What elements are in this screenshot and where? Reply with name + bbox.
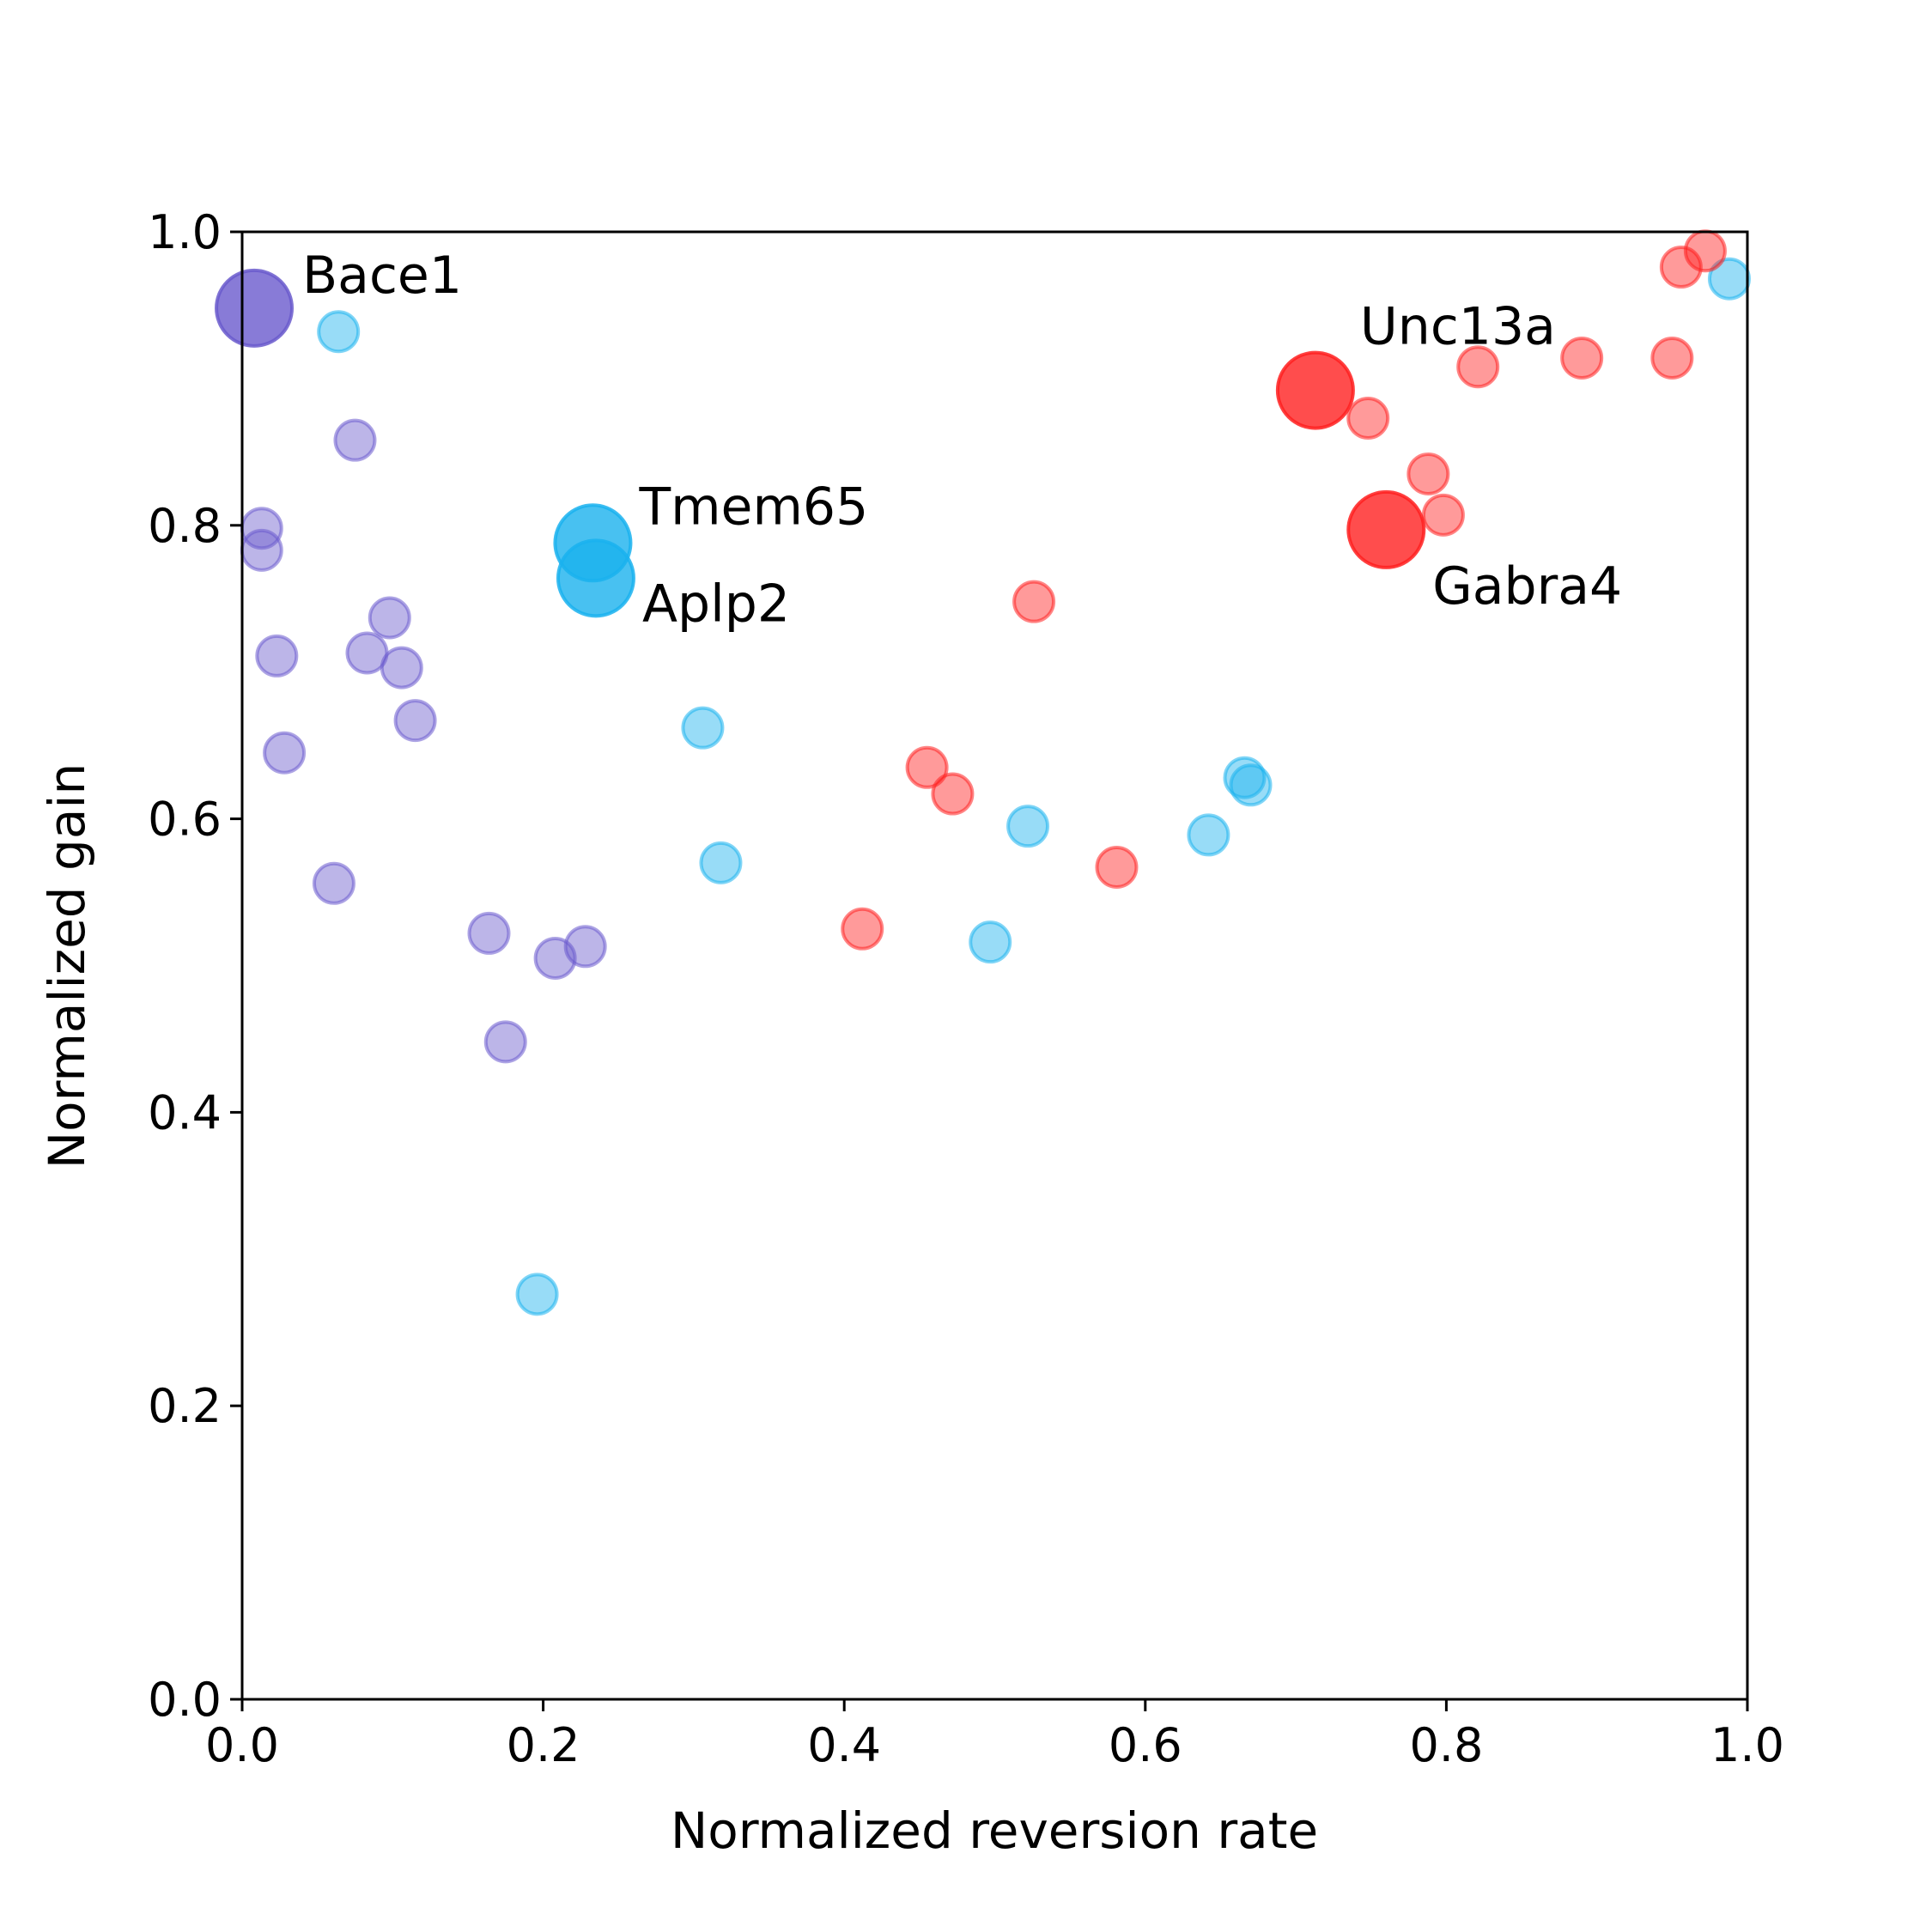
y-tick-label: 0.6 — [148, 793, 222, 847]
x-tick-label: 0.4 — [807, 1718, 881, 1772]
highlighted-point — [215, 268, 295, 348]
annotation-label: Gabra4 — [1432, 556, 1622, 617]
scatter-point — [681, 706, 725, 750]
scatter-point — [931, 772, 975, 816]
scatter-point — [905, 745, 949, 789]
scatter-point — [1223, 756, 1267, 799]
scatter-point — [393, 699, 437, 743]
scatter-point — [333, 418, 377, 462]
scatter-point — [467, 911, 511, 955]
y-tick-label: 0.4 — [148, 1085, 222, 1139]
scatter-point — [563, 925, 607, 969]
scatter-point — [1095, 845, 1139, 889]
scatter-point — [1346, 397, 1390, 440]
scatter-point — [1456, 345, 1500, 389]
highlighted-point — [556, 538, 635, 618]
y-tick-label: 0.2 — [148, 1379, 222, 1433]
x-tick-label: 0.6 — [1109, 1718, 1182, 1772]
scatter-point — [515, 1273, 559, 1316]
scatter-point — [1659, 246, 1703, 289]
scatter-point — [1187, 813, 1230, 857]
x-tick-label: 1.0 — [1710, 1718, 1784, 1772]
x-tick-label: 0.8 — [1409, 1718, 1483, 1772]
scatter-point — [1006, 805, 1050, 848]
x-axis-label: Normalized reversion rate — [671, 1801, 1318, 1860]
scatter-point — [380, 646, 423, 690]
scatter-point — [240, 528, 283, 572]
y-axis-label: Normalized gain — [38, 763, 96, 1170]
scatter-point — [255, 634, 299, 677]
scatter-point — [699, 841, 743, 884]
scatter-point — [1560, 336, 1604, 380]
scatter-point — [483, 1020, 527, 1064]
x-tick-label: 0.2 — [507, 1718, 580, 1772]
annotation-label: Tmem65 — [638, 477, 868, 537]
plot-marks — [215, 229, 1751, 1316]
x-tick-label: 0.0 — [205, 1718, 279, 1772]
y-tick-label: 0.8 — [148, 499, 222, 553]
scatter-point — [969, 920, 1012, 964]
highlighted-point — [1346, 489, 1426, 569]
highlighted-point — [1275, 350, 1355, 430]
scatter-point — [1683, 229, 1727, 273]
y-tick-label: 1.0 — [148, 205, 222, 259]
scatter-point — [263, 731, 307, 775]
annotation-label: Unc13a — [1360, 297, 1556, 357]
scatter-point — [1707, 257, 1751, 301]
point-annotations: Bace1 Tmem65 Aplp2 Unc13a Gabra4 — [302, 246, 1622, 634]
scatter-point — [317, 310, 361, 354]
y-tick-label: 0.0 — [148, 1673, 222, 1727]
scatter-point — [1650, 336, 1694, 380]
plot-frame — [240, 230, 1749, 1701]
scatter-point — [312, 861, 355, 905]
scatter-point — [1012, 580, 1056, 623]
annotation-label: Aplp2 — [642, 574, 790, 634]
axis-ticks: 0.0 0.2 0.4 0.6 0.8 1.0 0.0 0.2 0.4 0.6 0.8 1.0 — [148, 205, 1784, 1772]
scatter-point — [1229, 763, 1273, 807]
scatter-point — [368, 596, 411, 640]
annotation-label: Bace1 — [302, 246, 462, 306]
scatter-point — [1421, 493, 1465, 537]
scatter-point — [841, 907, 884, 951]
scatter-point — [1406, 452, 1450, 495]
